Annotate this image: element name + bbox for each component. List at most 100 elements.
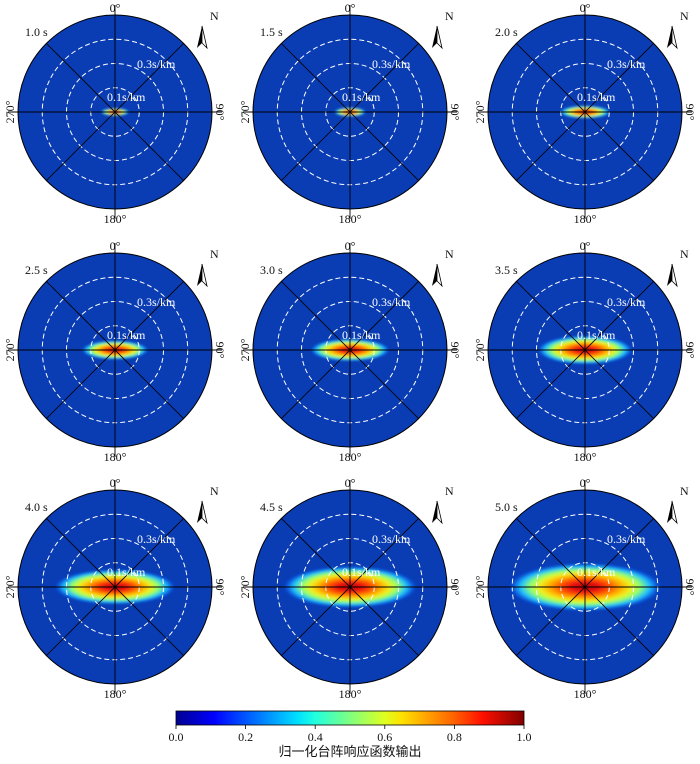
north-label: N — [445, 247, 454, 261]
polar-panel: 0.1s/km 0.3s/km 0° 180° 270° 90° 4.5 s N — [238, 476, 462, 701]
azimuth-label-top: 0° — [345, 1, 356, 15]
north-label: N — [210, 247, 219, 261]
axis-diagonal — [281, 518, 419, 656]
north-arrow-icon — [432, 25, 443, 50]
colorbar-tick-label: 1.0 — [517, 730, 532, 744]
azimuth-label-right: 90° — [448, 342, 462, 359]
polar-border — [487, 252, 683, 448]
axis-diagonal — [516, 518, 654, 656]
north-label: N — [210, 9, 219, 23]
ring-label: 0.3s/km — [137, 295, 176, 309]
azimuth-label-left: 270° — [473, 338, 487, 361]
ring-label: 0.1s/km — [107, 90, 146, 104]
axis-diagonal — [516, 281, 654, 419]
north-label: N — [680, 247, 689, 261]
colorbar-gradient — [175, 710, 525, 726]
azimuth-label-top: 0° — [345, 239, 356, 253]
azimuth-label-left: 270° — [473, 575, 487, 598]
azimuth-label-left: 270° — [3, 338, 17, 361]
north-arrow-icon — [667, 500, 678, 525]
north-arrow-icon — [197, 263, 208, 288]
period-label: 4.0 s — [25, 500, 48, 514]
polar-panel: 0.1s/km 0.3s/km 0° 180° 270° 90° 2.5 s N — [3, 239, 227, 464]
azimuth-label-bottom: 180° — [104, 687, 127, 701]
ring-label: 0.1s/km — [342, 90, 381, 104]
ring-label: 0.3s/km — [607, 57, 646, 71]
polar-panel: 0.1s/km 0.3s/km 0° 180° 270° 90° 1.5 s N — [238, 1, 462, 226]
north-label: N — [680, 484, 689, 498]
azimuth-label-top: 0° — [110, 476, 121, 490]
colorbar-tick-label: 0.6 — [377, 730, 392, 744]
azimuth-label-right: 90° — [213, 342, 227, 359]
azimuth-label-right: 90° — [213, 104, 227, 121]
north-label: N — [210, 484, 219, 498]
azimuth-label-bottom: 180° — [104, 212, 127, 226]
ring-label: 0.1s/km — [107, 565, 146, 579]
azimuth-label-left: 270° — [473, 100, 487, 123]
period-label: 1.5 s — [260, 25, 283, 39]
period-label: 2.0 s — [495, 25, 518, 39]
ring-label: 0.1s/km — [342, 565, 381, 579]
axis-diagonal — [46, 281, 184, 419]
polar-panel: 0.1s/km 0.3s/km 0° 180° 270° 90° 3.0 s N — [238, 239, 462, 464]
azimuth-label-bottom: 180° — [574, 212, 597, 226]
period-label: 5.0 s — [495, 500, 518, 514]
colorbar-title: 归一化台阵响应函数输出 — [278, 744, 421, 759]
north-label: N — [680, 9, 689, 23]
ring-label: 0.1s/km — [577, 328, 616, 342]
ring-label: 0.3s/km — [607, 532, 646, 546]
polar-panel: 0.1s/km 0.3s/km 0° 180° 270° 90° 2.0 s N — [473, 1, 697, 226]
north-arrow-icon — [667, 263, 678, 288]
ring-label: 0.1s/km — [342, 328, 381, 342]
azimuth-label-bottom: 180° — [339, 212, 362, 226]
north-arrow-icon — [667, 25, 678, 50]
ring-label: 0.3s/km — [137, 57, 176, 71]
ring-label: 0.3s/km — [372, 532, 411, 546]
azimuth-label-right: 90° — [448, 104, 462, 121]
ring-label: 0.1s/km — [577, 90, 616, 104]
azimuth-label-bottom: 180° — [339, 687, 362, 701]
polar-border — [252, 14, 448, 210]
polar-border — [17, 252, 213, 448]
azimuth-label-bottom: 180° — [574, 450, 597, 464]
polar-border — [252, 252, 448, 448]
colorbar-ticks: 0.0 0.2 0.4 0.6 0.8 1.0 — [169, 725, 532, 744]
axis-diagonal — [46, 518, 184, 656]
polar-border — [487, 489, 683, 685]
azimuth-label-left: 270° — [238, 100, 252, 123]
ring-label: 0.1s/km — [107, 328, 146, 342]
polar-border — [17, 489, 213, 685]
polar-panel: 0.1s/km 0.3s/km 0° 180° 270° 90° 5.0 s N — [473, 476, 697, 701]
panels-grid: 0.1s/km0.3s/km0°180°270° 90°1.0 sN0.1s/km… — [3, 1, 697, 701]
ring-label: 0.3s/km — [372, 57, 411, 71]
azimuth-label-top: 0° — [580, 239, 591, 253]
colorbar: 0.0 0.2 0.4 0.6 0.8 1.0 归一化台阵响应函数输出 — [169, 710, 532, 760]
colorbar-tick-label: 0.0 — [169, 730, 184, 744]
north-arrow-icon — [432, 263, 443, 288]
ring-label: 0.3s/km — [607, 295, 646, 309]
axis-diagonal — [516, 43, 654, 181]
azimuth-label-right: 90° — [683, 104, 697, 121]
colorbar-tick-label: 0.2 — [238, 730, 253, 744]
azimuth-label-top: 0° — [345, 476, 356, 490]
polar-border — [252, 489, 448, 685]
polar-border — [17, 14, 213, 210]
ring-label: 0.3s/km — [372, 295, 411, 309]
axis-diagonal — [46, 43, 184, 181]
azimuth-label-top: 0° — [580, 1, 591, 15]
azimuth-label-bottom: 180° — [574, 687, 597, 701]
polar-panel: 0.1s/km 0.3s/km 0° 180° 270° 90° 3.5 s N — [473, 239, 697, 464]
azimuth-label-left: 270° — [238, 338, 252, 361]
period-label: 3.5 s — [495, 263, 518, 277]
polar-panel: 0.1s/km 0.3s/km 0° 180° 270° 90° 4.0 s N — [3, 476, 227, 701]
axis-diagonal — [281, 281, 419, 419]
azimuth-label-top: 0° — [110, 239, 121, 253]
azimuth-label-right: 90° — [683, 342, 697, 359]
period-label: 3.0 s — [260, 263, 283, 277]
azimuth-label-top: 0° — [110, 1, 121, 15]
azimuth-label-left: 270° — [238, 575, 252, 598]
ring-label: 0.3s/km — [137, 532, 176, 546]
polar-border — [487, 14, 683, 210]
